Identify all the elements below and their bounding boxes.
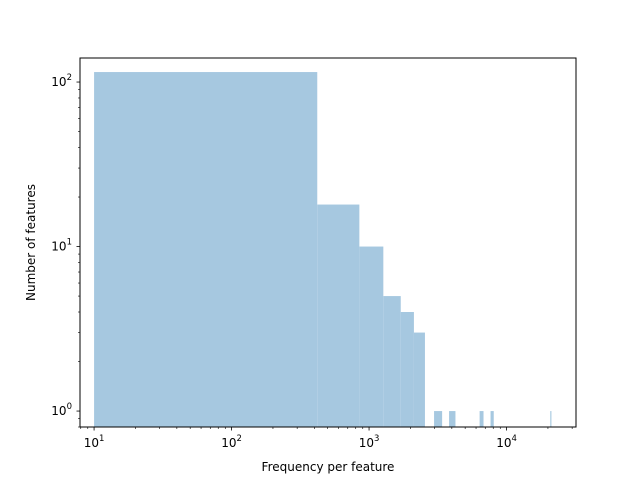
x-tick-label-0: 101 xyxy=(84,434,105,450)
x-tick-label-2: 103 xyxy=(359,434,380,450)
histogram-bar-5 xyxy=(413,332,425,427)
histogram-bar-7 xyxy=(449,411,456,427)
histogram-bar-0 xyxy=(94,72,318,428)
histogram-bar-3 xyxy=(383,296,401,427)
y-tick-label-0: 100 xyxy=(51,402,72,418)
y-tick-label-1: 101 xyxy=(51,238,72,254)
histogram-bar-9 xyxy=(490,411,494,427)
x-tick-label-1: 102 xyxy=(221,434,242,450)
ticks-layer: 101 102 103 104 100 101 102 xyxy=(51,73,573,450)
bars-layer xyxy=(94,72,552,428)
x-axis-label: Frequency per feature xyxy=(262,460,395,474)
histogram-bar-1 xyxy=(317,204,360,427)
histogram-bar-4 xyxy=(400,312,414,427)
histogram-bar-10 xyxy=(550,411,552,427)
histogram-bar-8 xyxy=(479,411,484,427)
histogram-bar-2 xyxy=(359,246,384,427)
plot-frame xyxy=(79,57,577,428)
x-tick-label-3: 104 xyxy=(496,434,517,450)
histogram-bar-6 xyxy=(434,411,443,427)
y-axis-label: Number of features xyxy=(24,184,38,301)
y-tick-label-2: 102 xyxy=(51,73,72,89)
